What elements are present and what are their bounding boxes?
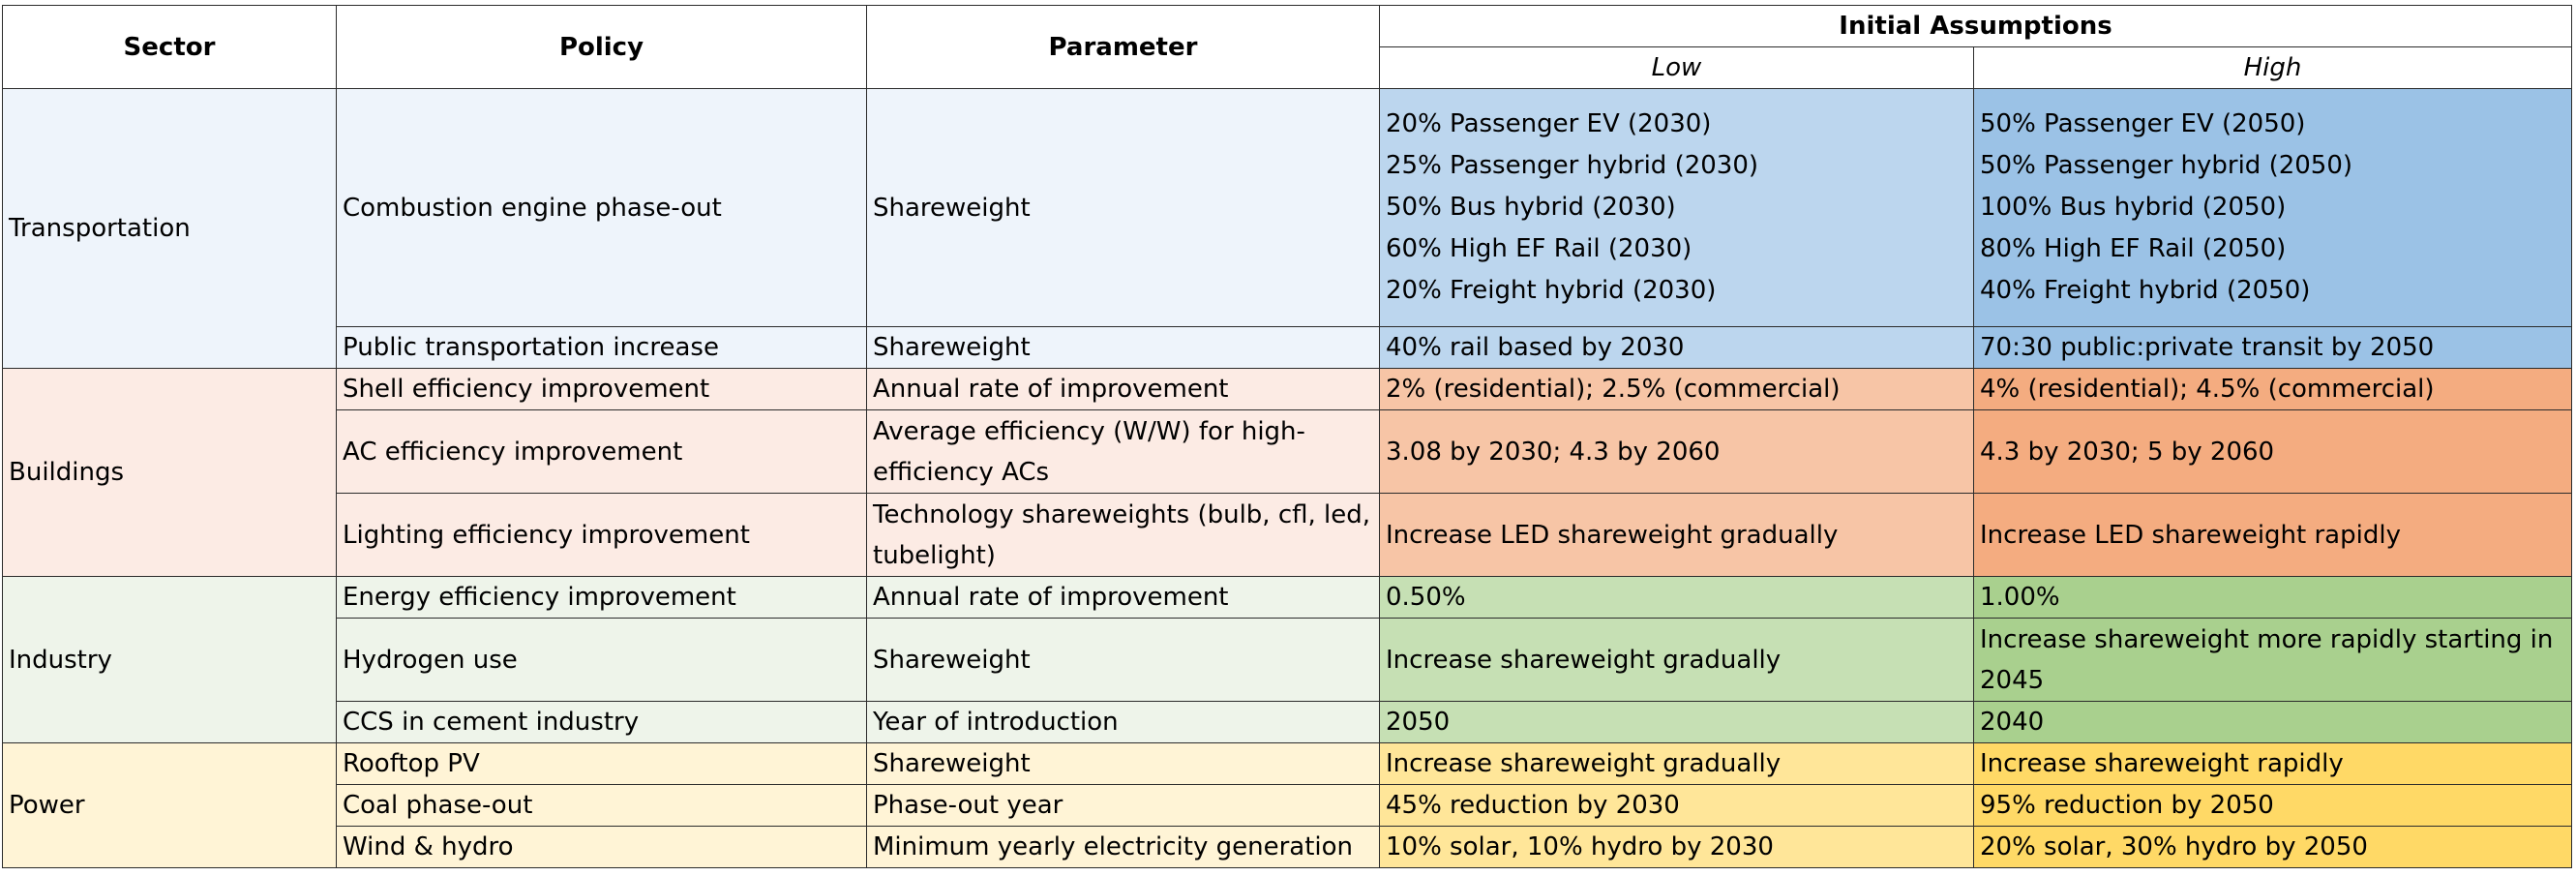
parameter-cell: Shareweight [866,742,1380,785]
parameter-cell: Shareweight [866,618,1380,702]
low-line: 20% Freight hybrid (2030) [1386,276,1717,305]
low-cell: Increase LED shareweight gradually [1379,493,1974,577]
parameter-cell: Year of introduction [866,701,1380,743]
table-row: Wind & hydro Minimum yearly electricity … [3,826,2573,868]
low-line: 20% Passenger EV (2030) [1386,109,1712,138]
policy-cell: Rooftop PV [336,742,867,785]
parameter-cell: Phase-out year [866,784,1380,827]
parameter-cell: Shareweight [866,88,1380,327]
low-cell: 3.08 by 2030; 4.3 by 2060 [1379,409,1974,494]
low-cell: 45% reduction by 2030 [1379,784,1974,827]
sector-transportation: Transportation [2,88,337,369]
parameter-cell: Shareweight [866,326,1380,369]
low-cell: Increase shareweight gradually [1379,742,1974,785]
table-row: Buildings Shell efficiency improvement A… [2,368,2573,577]
table-row: CCS in cement industry Year of introduct… [3,701,2573,743]
high-line: 100% Bus hybrid (2050) [1980,193,2287,222]
policy-assumptions-table: Sector Policy Parameter Initial Assumpti… [2,5,2573,868]
low-line: 60% High EF Rail (2030) [1386,234,1692,263]
high-cell: 2040 [1972,701,2573,743]
parameter-cell: Minimum yearly electricity generation [866,826,1380,868]
policy-cell: Wind & hydro [336,826,867,868]
policy-cell: AC efficiency improvement [336,409,867,494]
low-cell: Increase shareweight gradually [1379,618,1974,702]
table-row: Power Rooftop PV Shareweight Increase sh… [2,742,2573,868]
high-line: 40% Freight hybrid (2050) [1980,276,2311,305]
header-low: Low [1379,46,1974,89]
high-cell: 50% Passenger EV (2050) 50% Passenger hy… [1972,88,2573,327]
policy-cell: Hydrogen use [336,618,867,702]
table-row: Industry Energy efficiency improvement A… [2,576,2573,743]
table-row: Coal phase-out Phase-out year 45% reduct… [3,784,2573,827]
parameter-cell: Technology shareweights (bulb, cfl, led,… [866,493,1380,577]
policy-cell: Public transportation increase [336,326,867,369]
sector-power: Power [2,742,337,868]
low-cell: 0.50% [1379,576,1974,619]
low-cell: 2% (residential); 2.5% (commercial) [1379,368,1974,410]
high-cell: Increase LED shareweight rapidly [1972,493,2573,577]
header-high: High [1972,46,2573,89]
header-sector: Sector [2,5,337,89]
high-cell: Increase shareweight rapidly [1972,742,2573,785]
high-cell: 95% reduction by 2050 [1972,784,2573,827]
policy-cell: CCS in cement industry [336,701,867,743]
header-policy: Policy [336,5,867,89]
high-cell: Increase shareweight more rapidly starti… [1972,618,2573,702]
header-parameter: Parameter [866,5,1380,89]
parameter-cell: Annual rate of improvement [866,576,1380,619]
low-line: 25% Passenger hybrid (2030) [1386,151,1759,180]
sector-buildings: Buildings [2,368,337,577]
high-line: 50% Passenger hybrid (2050) [1980,151,2353,180]
policy-cell: Combustion engine phase-out [336,88,867,327]
high-cell: 4.3 by 2030; 5 by 2060 [1972,409,2573,494]
high-cell: 1.00% [1972,576,2573,619]
table-row: AC efficiency improvement Average effici… [3,409,2573,494]
table-row: Public transportation increase Shareweig… [3,326,2573,369]
low-cell: 2050 [1379,701,1974,743]
policy-cell: Lighting efficiency improvement [336,493,867,577]
low-line: 50% Bus hybrid (2030) [1386,193,1676,222]
table-row: Lighting efficiency improvement Technolo… [3,493,2573,577]
high-line: 80% High EF Rail (2050) [1980,234,2287,263]
sector-industry: Industry [2,576,337,743]
policy-cell: Energy efficiency improvement [336,576,867,619]
low-cell: 10% solar, 10% hydro by 2030 [1379,826,1974,868]
high-cell: 4% (residential); 4.5% (commercial) [1972,368,2573,410]
header-initial-assumptions: Initial Assumptions [1378,5,2573,47]
low-cell: 40% rail based by 2030 [1379,326,1974,369]
low-cell: 20% Passenger EV (2030) 25% Passenger hy… [1379,88,1974,327]
policy-cell: Shell efficiency improvement [336,368,867,410]
table-row: Hydrogen use Shareweight Increase sharew… [3,618,2573,702]
high-line: 50% Passenger EV (2050) [1980,109,2306,138]
parameter-cell: Average efficiency (W/W) for high-effici… [866,409,1380,494]
high-cell: 20% solar, 30% hydro by 2050 [1972,826,2573,868]
policy-cell: Coal phase-out [336,784,867,827]
table-row: Transportation Combustion engine phase-o… [2,88,2573,369]
parameter-cell: Annual rate of improvement [866,368,1380,410]
high-cell: 70:30 public:private transit by 2050 [1972,326,2573,369]
